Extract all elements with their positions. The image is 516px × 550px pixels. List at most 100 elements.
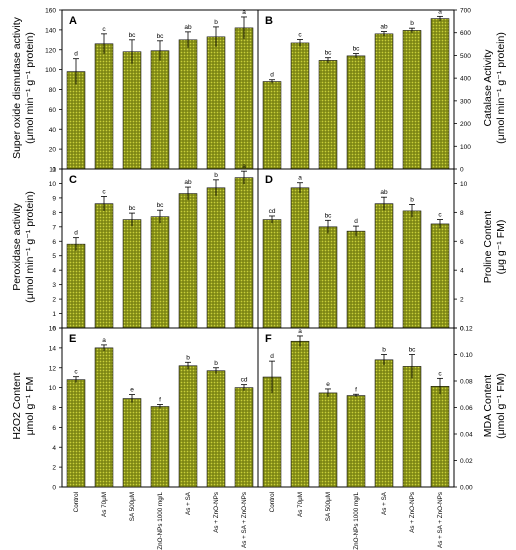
significance-letter: bc <box>129 205 137 212</box>
y-tick-label: 14 <box>49 345 57 352</box>
bar <box>150 406 170 488</box>
y-axis-label: Proline Content (μg g⁻¹ FM) <box>482 167 508 327</box>
significance-letter: ab <box>380 24 388 31</box>
bar <box>402 366 422 488</box>
x-tick-label: As 70μM <box>297 492 304 517</box>
y-axis-label-line: Peroxidase activity <box>11 203 23 291</box>
y-axis-label: MDA Content (μmol g⁻¹ FM) <box>482 326 508 486</box>
bar <box>290 42 310 170</box>
y-tick-label: 40 <box>49 127 57 134</box>
x-tick-label: Control <box>73 492 80 512</box>
significance-letter: e <box>326 381 330 388</box>
significance-letter: cd <box>269 208 276 215</box>
panel-b: B 0 100 200 300 400 500 600 700 d c bc bc ab b a <box>257 8 471 174</box>
y-tick-label: 6 <box>52 239 56 246</box>
y-tick-label: 4 <box>52 445 56 452</box>
y-axis-label-line: (μmol min⁻¹ g⁻¹ protein) <box>24 191 36 303</box>
y-tick-label: 0.02 <box>460 458 473 465</box>
y-tick-label: 120 <box>45 47 56 54</box>
bar <box>430 223 450 329</box>
significance-letter: bc <box>157 33 165 40</box>
y-tick-label: 10 <box>49 385 57 392</box>
x-tick-label: SA 500μM <box>325 492 332 521</box>
bar <box>290 340 310 488</box>
y-tick-label: 20 <box>49 147 57 154</box>
y-axis-label-line: Catalase Activity <box>482 49 494 127</box>
x-tick-label: As + SA + ZnO-NPs <box>437 492 444 548</box>
significance-letter: a <box>298 328 302 335</box>
y-tick-label: 100 <box>460 144 471 151</box>
panel-letter: D <box>265 174 273 186</box>
significance-letter: b <box>410 20 414 27</box>
y-tick-label: 0 <box>52 485 56 492</box>
significance-letter: f <box>355 386 357 393</box>
panel-letter: A <box>69 15 77 27</box>
significance-letter: a <box>438 8 442 15</box>
bar <box>262 219 282 329</box>
bar <box>430 385 450 488</box>
bar <box>234 177 254 329</box>
significance-letter: d <box>270 353 274 360</box>
bar <box>374 203 394 329</box>
x-tick-label: Control <box>269 492 276 512</box>
significance-letter: bc <box>325 50 333 57</box>
x-tick-label: As + ZnO-NPs <box>409 492 416 533</box>
y-tick-label: 8 <box>52 210 56 217</box>
y-tick-label: 200 <box>460 121 471 128</box>
y-tick-label: 2 <box>52 465 56 472</box>
significance-letter: bc <box>353 46 361 53</box>
bar <box>290 187 310 329</box>
panel-letter: F <box>265 333 272 345</box>
bar <box>262 81 282 170</box>
y-tick-label: 1 <box>52 311 56 318</box>
significance-letter: b <box>382 347 386 354</box>
bar <box>178 193 198 329</box>
bar <box>206 370 226 488</box>
y-tick-label: 8 <box>460 210 464 217</box>
y-tick-label: 0 <box>460 167 464 174</box>
bar <box>402 210 422 329</box>
panel-e: E 0 2 4 6 8 10 12 14 16 c Control a As 70μM e SA 500μM f… <box>49 326 259 550</box>
y-tick-label: 600 <box>460 30 471 37</box>
significance-letter: c <box>102 26 106 33</box>
significance-letter: bc <box>157 202 165 209</box>
panel-f: F 0.00 0.02 0.04 0.06 0.08 0.10 0.12 d Control a As… <box>257 326 473 550</box>
y-axis-label-line: (μg g⁻¹ FM) <box>495 219 507 275</box>
y-tick-label: 12 <box>49 365 57 372</box>
bar <box>318 392 338 488</box>
bar <box>318 60 338 170</box>
x-tick-label: As + SA <box>381 491 388 515</box>
panel-letter: B <box>265 15 273 27</box>
y-tick-label: 60 <box>49 107 57 114</box>
x-tick-label: As 70μM <box>101 492 108 517</box>
y-tick-label: 0 <box>460 326 464 333</box>
bar <box>122 51 142 170</box>
significance-letter: d <box>354 218 358 225</box>
y-tick-label: 11 <box>49 167 56 174</box>
y-tick-label: 4 <box>52 268 56 275</box>
y-tick-label: 0.08 <box>460 379 473 386</box>
significance-letter: ab <box>184 24 192 31</box>
bar <box>94 203 114 329</box>
y-axis-label: Catalase Activity (μmol min⁻¹ g⁻¹ protein… <box>482 8 508 168</box>
x-tick-label: ZnO-NPs 1000 mg/L <box>353 492 360 550</box>
y-tick-label: 160 <box>45 8 56 15</box>
panel-a: A 0 20 40 60 80 100 120 140 160 d c bc bc ab b a <box>45 8 259 174</box>
y-tick-label: 6 <box>52 425 56 432</box>
x-tick-label: ZnO-NPs 1000 mg/L <box>157 492 164 550</box>
significance-letter: c <box>298 32 302 39</box>
y-axis-label-line: (μmol g⁻¹ FM) <box>495 373 507 439</box>
y-tick-label: 7 <box>52 224 56 231</box>
significance-letter: d <box>74 51 78 58</box>
y-tick-label: 0.10 <box>460 352 473 359</box>
panel-c: C 0 1 2 3 4 5 6 7 8 9 10 11 d c bc bc ab b a <box>49 163 259 333</box>
bar <box>66 71 86 170</box>
x-tick-label: As + ZnO-NPs <box>213 492 220 533</box>
significance-letter: e <box>130 387 134 394</box>
bar <box>206 36 226 170</box>
significance-letter: a <box>242 163 246 170</box>
y-tick-label: 700 <box>460 8 471 15</box>
